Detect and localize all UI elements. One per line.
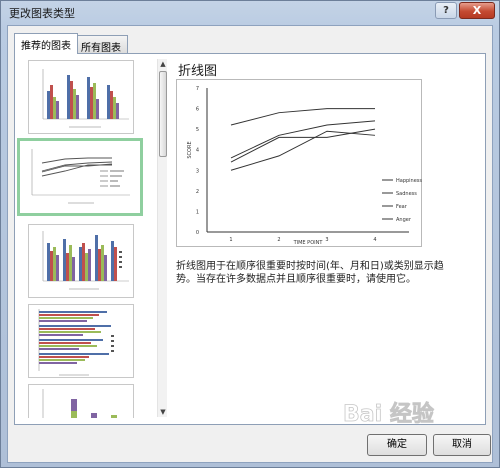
legend-label: Fear xyxy=(396,204,408,210)
x-tick-label: 3 xyxy=(325,237,328,243)
title-bar[interactable]: 更改图表类型 ? X xyxy=(1,1,499,23)
chart-preview: 0 1 2 3 4 5 6 7 1 2 3 4 TIME POINT SCORE Happiness Sadn… xyxy=(176,79,422,247)
x-tick-label: 1 xyxy=(229,237,232,243)
series-line-anger xyxy=(230,130,376,171)
legend-label: Anger xyxy=(396,217,412,223)
chart-option-clustered-bar[interactable] xyxy=(28,304,134,378)
clustered-column-thumbnail xyxy=(42,69,129,128)
series-line-fear xyxy=(230,128,376,163)
chart-list-scrollbar[interactable]: ▲ ▼ xyxy=(157,59,167,417)
y-tick-label: 6 xyxy=(196,107,199,113)
tab-recommended-charts[interactable]: 推荐的图表 xyxy=(14,33,78,54)
chart-type-description: 折线图用于在顺序很重要时按时间(年、月和日)或类别显示趋势。当存在许多数据点并且… xyxy=(176,261,444,285)
y-tick-label: 2 xyxy=(196,189,199,195)
y-tick-label: 7 xyxy=(196,86,199,92)
y-tick-label: 4 xyxy=(196,148,199,154)
series-line-happiness xyxy=(230,108,375,126)
x-tick-label: 4 xyxy=(373,237,376,243)
chart-option-line-selected[interactable] xyxy=(17,138,143,216)
chart-option-stacked-column[interactable] xyxy=(28,384,134,418)
y-tick-label: 3 xyxy=(196,168,199,174)
x-tick-label: 2 xyxy=(277,237,280,243)
cancel-button[interactable]: 取消 xyxy=(433,434,491,456)
scrollbar-thumb[interactable] xyxy=(159,71,167,157)
y-tick-label: 5 xyxy=(196,127,199,133)
line-chart-preview: 0 1 2 3 4 5 6 7 1 2 3 4 TIME POINT SCORE Happiness Sadn… xyxy=(187,86,422,246)
y-axis-title: SCORE xyxy=(187,141,193,158)
recommended-chart-list xyxy=(16,56,150,418)
help-button[interactable]: ? xyxy=(435,2,457,19)
series-line-sadness xyxy=(230,120,376,159)
chart-option-clustered-column[interactable] xyxy=(28,60,134,134)
legend-label: Happiness xyxy=(396,178,422,184)
y-tick-label: 1 xyxy=(196,209,199,215)
tab-all-charts[interactable]: 所有图表 xyxy=(74,35,128,54)
column-variant-thumbnail xyxy=(42,231,129,290)
clustered-bar-thumbnail xyxy=(38,309,114,376)
legend-label: Sadness xyxy=(396,191,417,197)
scroll-down-arrow-icon[interactable]: ▼ xyxy=(160,408,166,416)
scroll-up-arrow-icon[interactable]: ▲ xyxy=(160,60,166,68)
x-axis-title: TIME POINT xyxy=(293,240,324,246)
y-tick-label: 0 xyxy=(196,230,199,236)
line-chart-thumbnail xyxy=(31,149,130,204)
preview-chart-type-title: 折线图 xyxy=(178,64,218,79)
chart-option-column-variant[interactable] xyxy=(28,224,134,298)
ok-button[interactable]: 确定 xyxy=(367,434,427,456)
stacked-column-thumbnail xyxy=(42,389,117,418)
close-button[interactable]: X xyxy=(459,2,495,19)
window-title: 更改图表类型 xyxy=(9,7,75,20)
dialog-body: 推荐的图表 所有图表 xyxy=(7,25,493,463)
